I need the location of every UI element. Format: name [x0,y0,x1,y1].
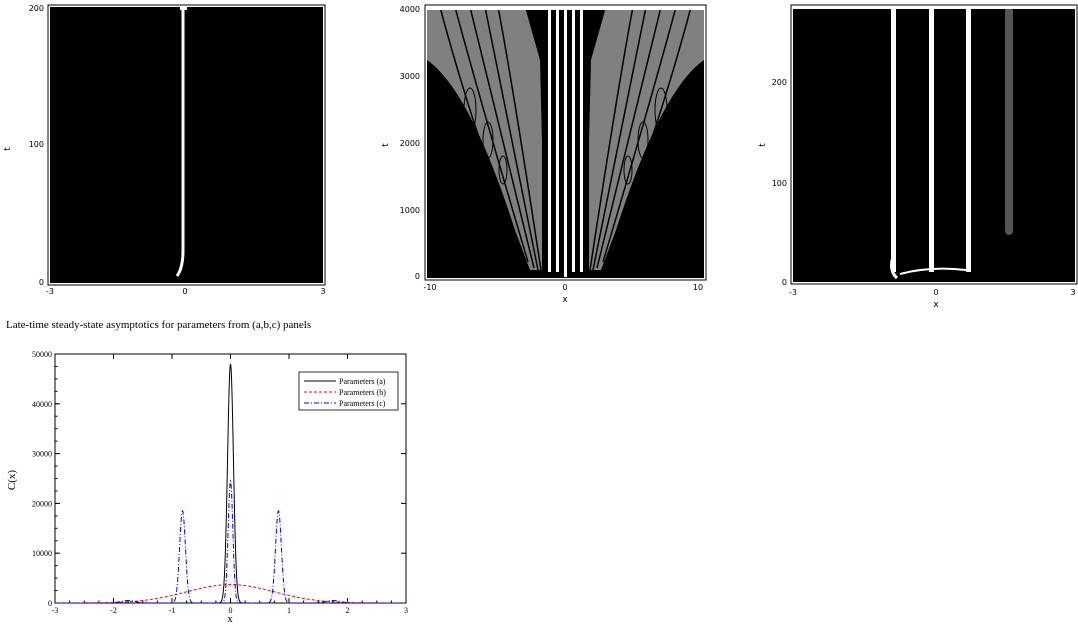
plot-xtick-label: -2 [110,606,117,615]
panel-b-stripe [548,7,551,272]
panel-c-ytick-0: 0 [782,278,787,287]
panel-c-xtick-0: -3 [789,288,797,297]
panel-b-contour [484,7,539,271]
panel-b-ytick-3: 3000 [400,72,420,81]
panel-c-bridge [899,267,967,275]
panel-b-xlabel: x [562,295,568,305]
plot-xtick-label: 0 [229,606,233,615]
panel-a-ridge [175,7,185,277]
plot-xlabel: x [227,613,233,625]
steady-state-plot: -3 -2 -1 0 1 2 3 0 10000 20000 30000 40000 50000 x C… [6,350,408,625]
panel-b-stripe [580,7,583,272]
panel-b-xtick-2: 10 [693,283,703,292]
plot-xtick-label: 3 [404,606,408,615]
panel-a-xtick-1: 0 [182,287,187,296]
legend-label-a: Parameters (a) [339,377,386,386]
legend: Parameters (a) Parameters (b) Parameters… [298,371,399,411]
panel-a-ylabel: t [3,147,13,151]
panel-b-stripe [556,7,559,272]
panel-b-contour-loop [637,121,649,159]
panel-b-stripe [564,7,567,277]
plot-ytick-label: 30000 [32,450,52,459]
panel-c-stripe-left [891,7,896,272]
plot-ytick-label: 20000 [32,499,52,508]
panel-b-contour [589,7,634,271]
panel-b-top-edge [427,7,704,10]
panel-a-ytick-1: 100 [29,140,44,149]
figure-caption: Late-time steady-state asymptotics for p… [6,319,312,331]
panel-b-xtick-0: -10 [423,283,436,292]
panel-b-contour-loop [654,87,668,133]
panel-c-xlabel: x [933,300,939,310]
panel-c-ytick-1: 100 [772,179,787,188]
panel-c-frame [790,4,1078,285]
plot-xtick-label: -3 [52,606,59,615]
panel-c-xtick-1: 0 [933,288,938,297]
panel-b-ytick-1: 1000 [400,206,420,215]
panel-a-ridge-top [180,7,187,10]
panel-b-frame [424,4,707,281]
plot-ylabel: C(x) [6,470,18,491]
panel-b-stripe [572,7,575,272]
panel-c: -3 0 3 x 0 100 200 t [758,4,1078,310]
panel-c-stripe-right [966,7,971,272]
panel-c-top-edge [793,7,1075,9]
panel-b-contour-loop [498,155,508,185]
legend-label-b: Parameters (b) [339,388,386,397]
panel-a-ytick-2: 200 [29,4,44,13]
panel-b-contour [602,7,677,263]
panel-b-right-region [586,7,704,270]
panel-b-ytick-4: 4000 [400,5,420,14]
series-line-c [55,479,406,603]
series-line-a [55,363,406,603]
panel-b-contour [439,7,521,256]
panel-a-heatmap [50,7,323,283]
plot-ytick-label: 50000 [32,350,52,359]
plot-xtick-label: 2 [346,606,350,615]
plot-ytick-label: 0 [48,599,52,608]
plot-ytick-label: 10000 [32,549,52,558]
panel-c-xtick-2: 3 [1070,288,1075,297]
panel-b-contour [469,7,535,269]
panel-b-ylabel: t [381,143,391,147]
panel-a-xtick-0: -3 [46,287,54,296]
panel-b-contour [454,7,529,263]
panel-b-contour-loop [482,121,494,159]
plot-ytick-label: 40000 [32,400,52,409]
panel-b-contour [596,7,662,269]
panel-b-ytick-2: 2000 [400,139,420,148]
plot-xtick-label: -1 [169,606,176,615]
panel-b: -10 0 10 x 0 1000 2000 3000 4000 t [381,4,707,305]
panel-b-left-region [427,7,545,270]
panel-c-faint-stripe [1005,7,1013,235]
panel-a-frame [47,4,326,286]
panel-a-ytick-0: 0 [39,278,44,287]
panel-a: -3 0 3 0 100 200 t [3,4,326,296]
panel-c-ytick-2: 200 [772,78,787,87]
panel-c-stripe-foot [890,259,899,280]
series-line-b [55,584,406,603]
panel-b-xtick-1: 0 [562,283,567,292]
panel-b-contour-loop [463,87,477,133]
panel-c-ylabel: t [758,143,768,147]
panel-c-stripe-center [929,7,934,272]
panel-b-ytick-0: 0 [415,272,420,281]
legend-label-c: Parameters (c) [339,399,386,408]
legend-box [298,371,399,411]
panel-a-xtick-2: 3 [320,287,325,296]
panel-b-contour [497,7,542,271]
panel-b-contour [610,7,692,256]
panel-b-contour [592,7,647,271]
plot-xtick-label: 1 [287,606,291,615]
panel-b-contour-loop [623,155,633,185]
